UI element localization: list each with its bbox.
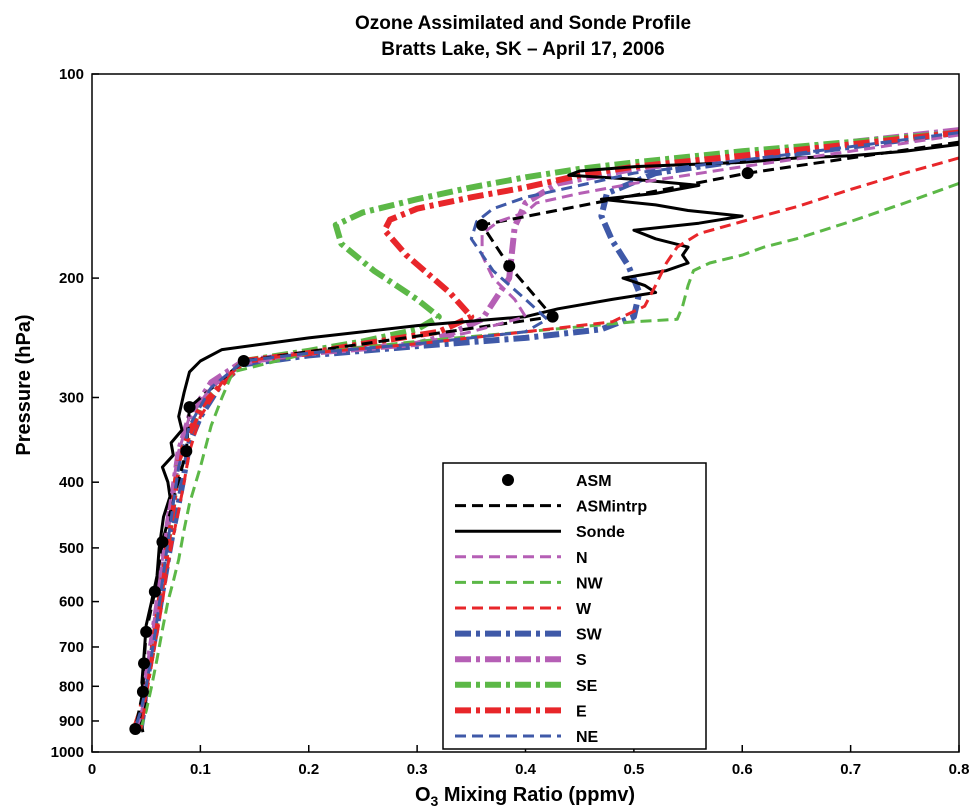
legend-label-asm: ASM [576,473,612,490]
x-axis-ticks: 0 0.1 0.2 0.3 0.4 0.5 0.6 0.7 0.8 [88,745,970,778]
asm-point [148,585,161,598]
x-axis-label-rest: Mixing Ratio (ppmv) [438,784,635,806]
y-tick-label: 700 [59,639,84,656]
y-tick-label: 600 [59,594,84,611]
asm-point [237,354,250,367]
asm-point [476,219,489,232]
legend-label-sonde: Sonde [576,524,625,541]
x-tick-label: 0.6 [732,761,753,778]
x-tick-label: 0.3 [407,761,428,778]
legend-label-sw: SW [576,627,603,644]
asm-point [140,625,153,638]
asm-point [138,657,151,670]
x-axis-label: O3 Mixing Ratio (ppmv) [415,784,635,806]
legend-sample-asm [502,474,514,486]
legend-label-asmintrp: ASMintrp [576,499,647,516]
y-tick-label: 500 [59,540,84,557]
asm-point [180,445,193,458]
series-line-sonde [139,142,959,733]
series-layer [132,127,959,733]
asm-point [129,723,142,736]
y-tick-label: 100 [59,66,84,83]
x-tick-label: 0.5 [623,761,644,778]
legend-label-w: W [576,601,592,618]
legend-box [442,462,707,750]
y-tick-label: 900 [59,713,84,730]
x-tick-label: 0.8 [949,761,970,778]
y-tick-label: 300 [59,389,84,406]
asm-point [183,401,196,414]
x-tick-label: 0.7 [840,761,861,778]
asm-point [136,685,149,698]
chart-title: Ozone Assimilated and Sonde Profile [355,13,691,34]
asm-point [546,310,559,323]
y-tick-label: 1000 [51,744,84,761]
y-tick-label: 200 [59,270,84,287]
series-line-ne [133,131,959,728]
legend-label-s: S [576,652,587,669]
x-tick-label: 0 [88,761,96,778]
asm-point [156,535,169,548]
chart-subtitle: Bratts Lake, SK – April 17, 2006 [381,39,664,60]
x-tick-label: 0.4 [515,761,537,778]
x-tick-label: 0.1 [190,761,211,778]
y-tick-label: 800 [59,678,84,695]
asm-point [741,167,754,180]
series-line-w [139,156,959,730]
legend-label-ne: NE [576,729,599,746]
x-axis-label-subscript: 3 [431,793,439,806]
legend: ASM ASMintrp Sonde N NW W SW S SE E NE [442,462,707,750]
y-axis-label: Pressure (hPa) [13,314,35,455]
legend-label-se: SE [576,678,598,695]
x-axis-label-main: O [415,784,431,806]
asm-point [503,260,516,273]
legend-label-n: N [576,550,588,567]
legend-label-nw: NW [576,575,604,592]
y-tick-label: 400 [59,474,84,491]
marker-layer [129,167,754,736]
y-axis-ticks: 100 200 300 400 500 600 700 800 900 1000 [51,66,99,761]
legend-label-e: E [576,703,587,720]
series-line-e [132,129,959,729]
x-tick-label: 0.2 [298,761,319,778]
